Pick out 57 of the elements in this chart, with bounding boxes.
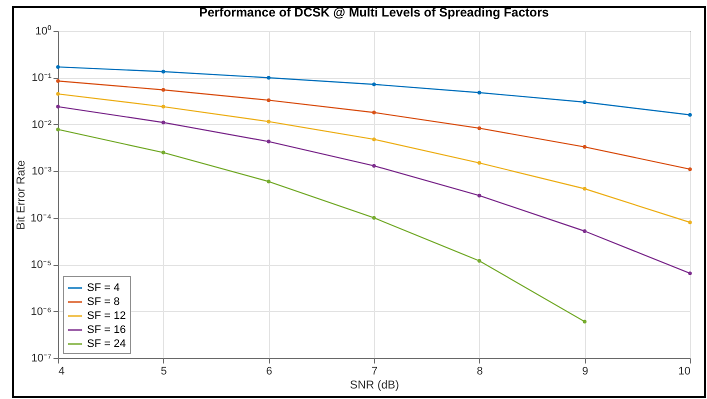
legend-label: SF = 16 — [87, 324, 126, 336]
point — [372, 110, 376, 114]
point — [582, 186, 587, 191]
point — [582, 229, 587, 233]
y-tick-label: 10⁻² — [32, 118, 52, 131]
point — [266, 76, 271, 80]
legend-label: SF = 4 — [87, 282, 120, 294]
point — [477, 161, 482, 165]
point — [582, 100, 587, 104]
point — [56, 79, 60, 83]
point — [582, 145, 587, 149]
legend-label: SF = 8 — [87, 296, 120, 308]
y-tick-label: 10⁻³ — [32, 166, 52, 178]
x-tick-label: 10 — [678, 366, 690, 378]
point — [56, 128, 60, 132]
x-tick-label: 4 — [58, 366, 65, 378]
point — [477, 194, 482, 198]
y-tick-label: 10⁰ — [35, 24, 52, 38]
point — [372, 82, 376, 86]
y-tick-label: 10⁻⁶ — [30, 306, 52, 318]
point — [372, 164, 376, 168]
chart-title: Performance of DCSK @ Multi Levels of Spreading Factors — [199, 6, 549, 20]
point — [161, 150, 166, 154]
point — [161, 88, 166, 92]
point — [372, 137, 376, 142]
y-axis-title: Bit Error Rate — [16, 160, 28, 230]
point — [477, 259, 482, 263]
y-tick-label: 10⁻¹ — [32, 72, 52, 84]
point — [688, 220, 692, 224]
x-axis-title: SNR (dB) — [350, 380, 400, 392]
x-tick-label: 8 — [476, 366, 483, 378]
point — [582, 320, 587, 324]
x-tick-label: 6 — [266, 366, 272, 378]
point — [372, 216, 376, 220]
point — [266, 180, 271, 184]
point — [688, 271, 692, 276]
point — [161, 70, 166, 74]
point — [56, 104, 60, 109]
point — [477, 90, 482, 94]
point — [266, 120, 271, 124]
legend-label: SF = 24 — [87, 338, 126, 350]
y-tick-label: 10⁻⁷ — [31, 352, 52, 364]
point — [688, 113, 692, 117]
x-tick-label: 5 — [160, 366, 167, 378]
point — [266, 140, 271, 144]
legend-label: SF = 12 — [87, 310, 126, 322]
x-tick-label: 7 — [371, 366, 378, 378]
point — [56, 92, 60, 96]
point — [688, 167, 692, 172]
y-tick-label: 10⁻⁵ — [30, 259, 52, 272]
point — [56, 65, 60, 69]
x-tick-label: 9 — [582, 366, 588, 378]
point — [477, 126, 482, 130]
point — [161, 120, 166, 124]
point — [266, 98, 271, 102]
y-tick-label: 10⁻⁴ — [30, 212, 52, 224]
point — [161, 104, 166, 109]
